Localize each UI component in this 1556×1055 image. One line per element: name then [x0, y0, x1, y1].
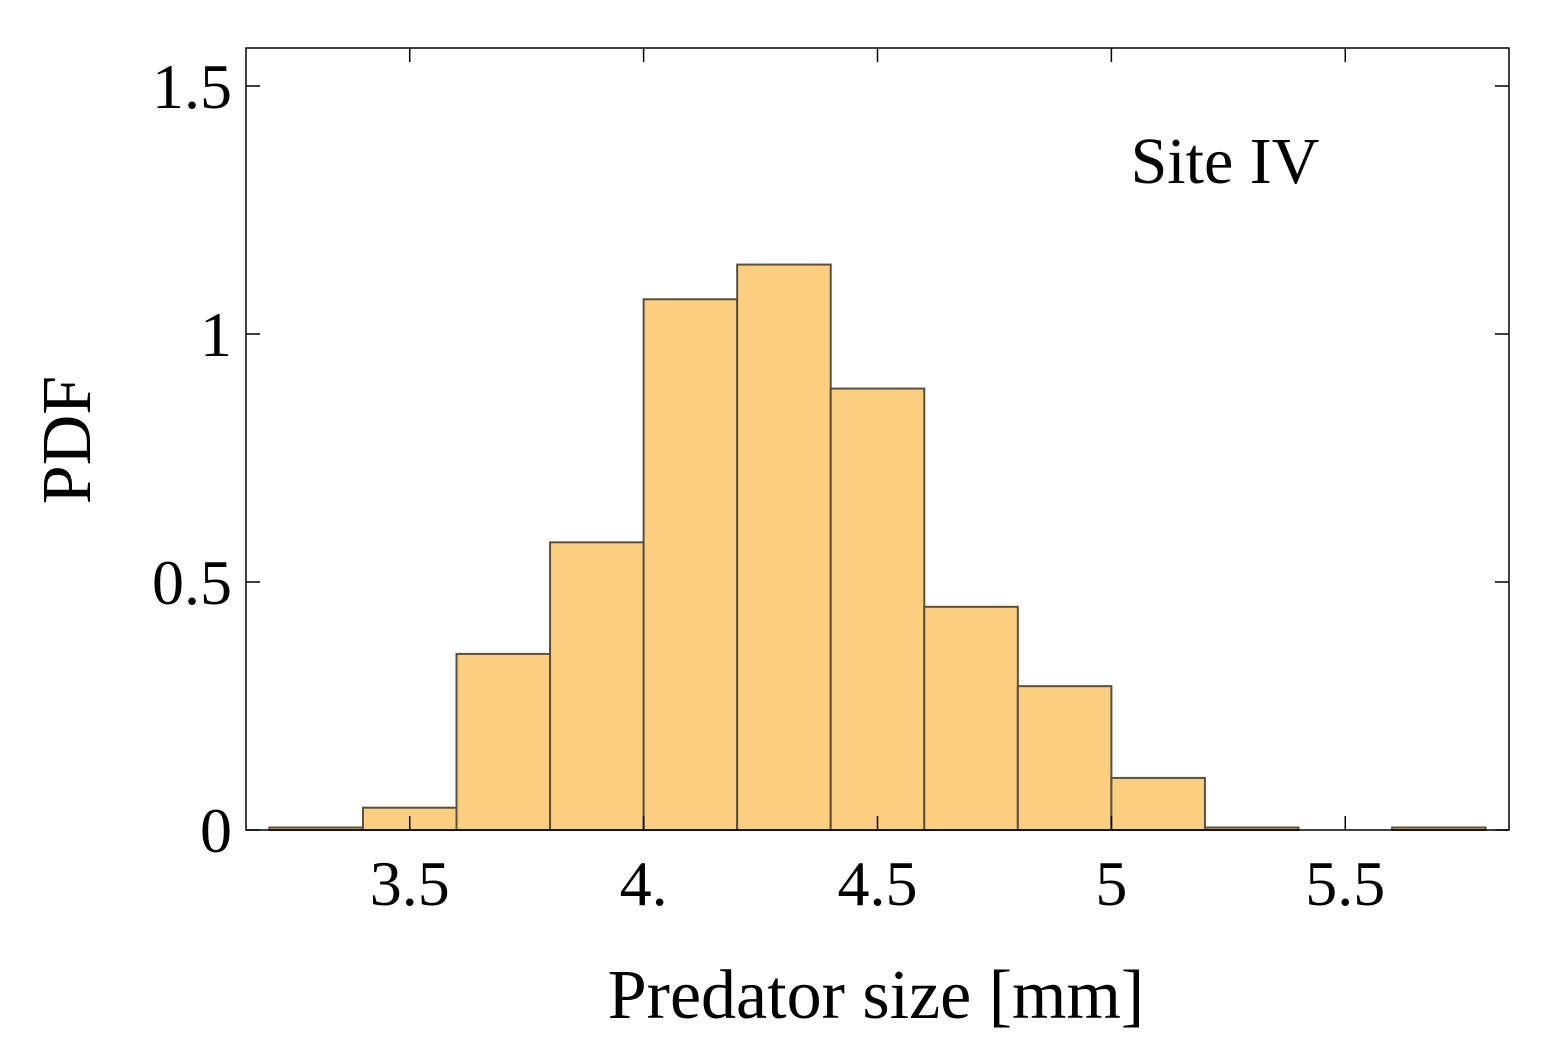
y-tick-label: 1.5 — [152, 51, 232, 122]
y-tick-label: 0.5 — [152, 547, 232, 618]
histogram-bar — [736, 263, 832, 831]
y-ticks-group: 0 0.5 1 1.5 — [152, 51, 1509, 866]
histogram-bar — [1110, 776, 1206, 831]
x-tick-label: 4.5 — [838, 848, 918, 919]
histogram-bar — [642, 298, 739, 831]
y-tick-label: 0 — [200, 795, 232, 866]
y-tick-label: 1 — [200, 299, 232, 370]
site-annotation: Site IV — [1131, 125, 1320, 198]
histogram-bar — [923, 605, 1019, 831]
histogram-bar — [1016, 685, 1113, 831]
x-tick-label: 4. — [620, 848, 668, 919]
bars-group — [268, 263, 1487, 832]
x-tick-label: 3.5 — [370, 848, 450, 919]
x-tick-label: 5.5 — [1305, 848, 1385, 919]
histogram-bar — [829, 387, 926, 831]
x-ticks-group: 3.5 4. 4.5 5 5.5 — [370, 48, 1385, 919]
histogram-bar — [455, 652, 552, 831]
histogram-bar — [549, 541, 645, 831]
x-tick-label: 5 — [1095, 848, 1127, 919]
x-axis-title: Predator size [mm] — [608, 957, 1144, 1034]
y-axis-title: PDF — [29, 376, 106, 504]
